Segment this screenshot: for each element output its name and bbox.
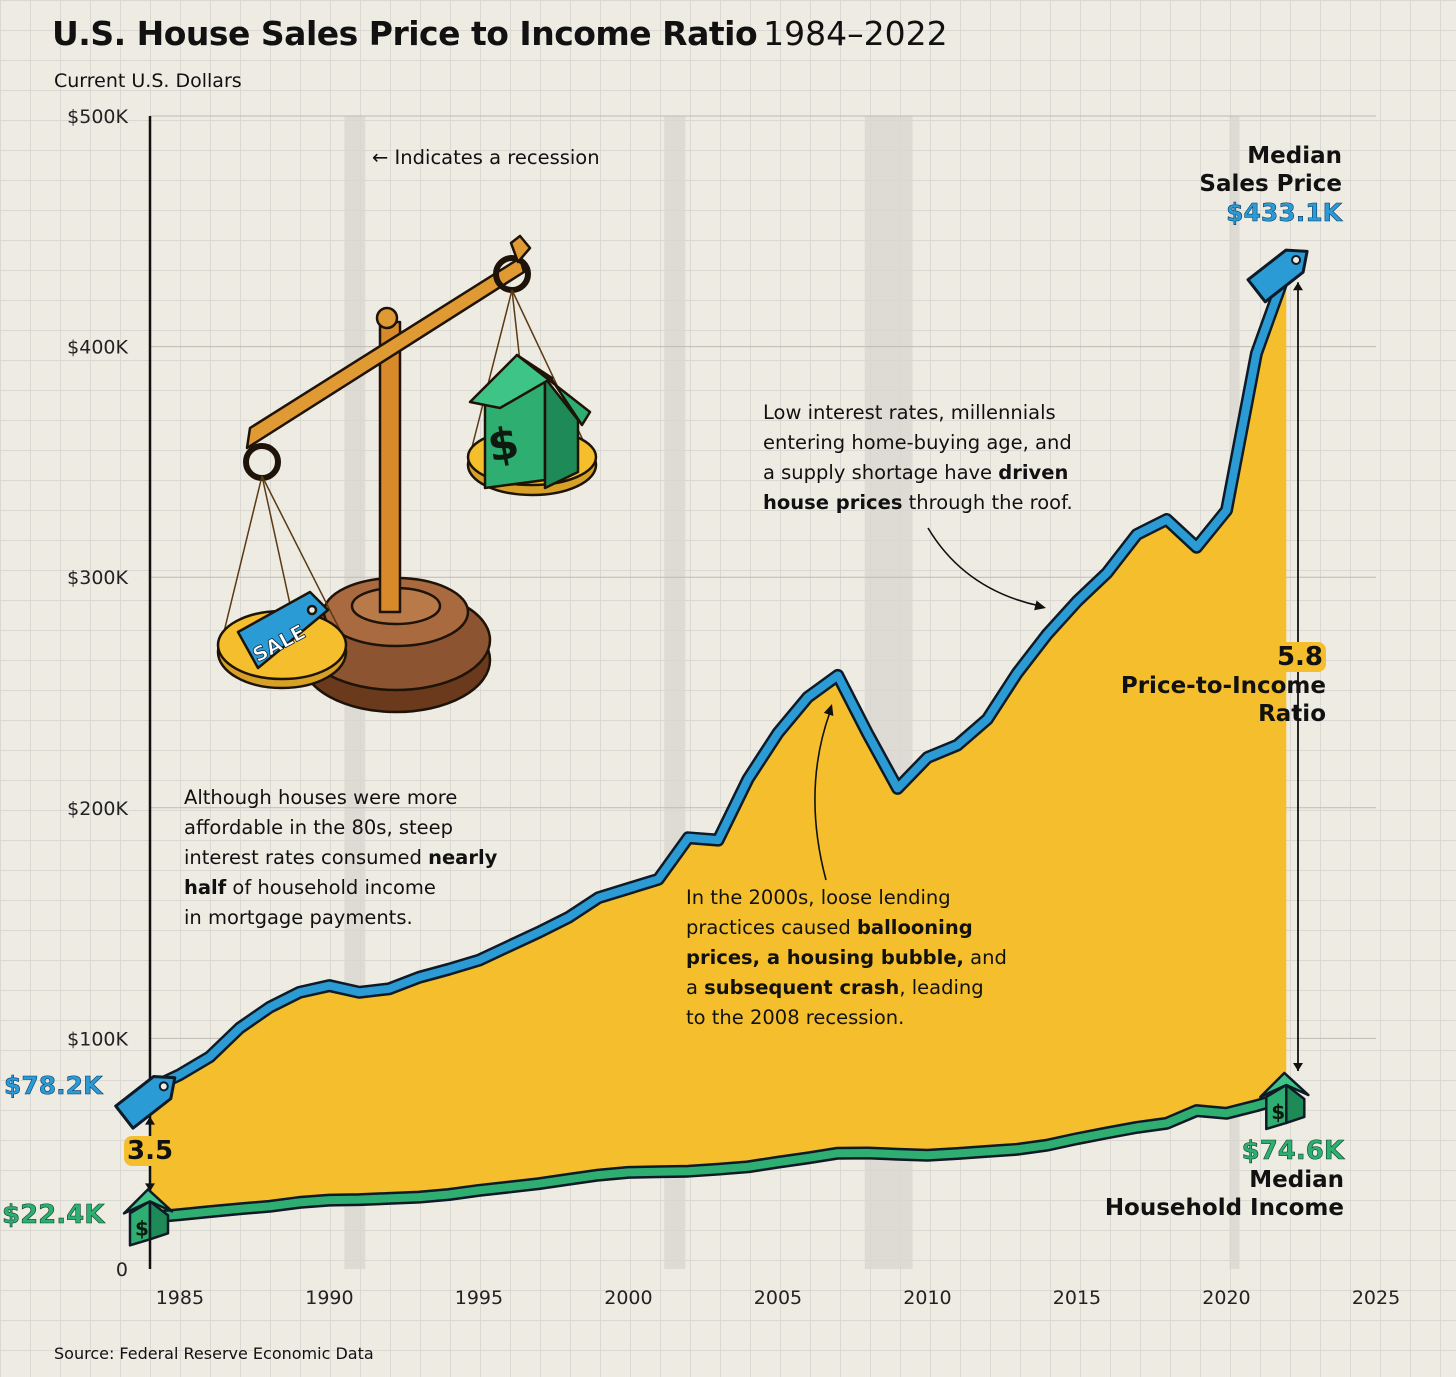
y-tick-label: $100K <box>67 1028 128 1050</box>
tag-hole <box>158 1081 169 1092</box>
tag-hole <box>1291 254 1302 265</box>
bubble-pointer-arrow <box>814 711 831 881</box>
annotation-recent-text: through the roof. <box>902 491 1073 514</box>
income-label-line: Household Income <box>1104 1195 1344 1221</box>
house-roof <box>122 1188 174 1215</box>
price-start-tag <box>114 1075 177 1130</box>
annotation-bubble-text: , leading <box>899 976 984 999</box>
annotation-bubble-line: to the 2008 recession. <box>686 1006 905 1029</box>
chart-title: U.S. House Sales Price to Income Ratio <box>52 14 758 53</box>
y-tick-label: $400K <box>67 337 128 359</box>
price-start-value: $78.2K <box>4 1071 103 1101</box>
annotation-recent-line: Low interest rates, millennials <box>763 401 1056 424</box>
annotation-eighties-line: in mortgage payments. <box>184 906 413 929</box>
income-end-house: $ <box>1259 1071 1310 1131</box>
annotation-eighties-line: Although houses were more <box>184 786 458 809</box>
house-side <box>148 1200 170 1241</box>
x-tick-label: 1990 <box>305 1287 353 1309</box>
x-tick-label: 1985 <box>156 1287 204 1309</box>
income-start-value: $22.4K <box>2 1200 105 1231</box>
annotation-bubble-bold: subsequent crash <box>704 976 900 999</box>
annotation-bubble: In the 2000s, loose lending practices ca… <box>686 883 1007 1033</box>
annotation-eighties-bold: half <box>184 876 227 899</box>
source-note: Source: Federal Reserve Economic Data <box>54 1344 374 1363</box>
ratio-start-value: 3.5 <box>124 1136 177 1166</box>
annotation-eighties: Although houses were more affordable in … <box>184 783 497 933</box>
recent-pointer-arrow <box>927 527 1041 607</box>
title-block: U.S. House Sales Price to Income Ratio 19… <box>52 14 948 53</box>
annotation-recent: Low interest rates, millennials entering… <box>763 398 1073 518</box>
x-tick-label: 1995 <box>455 1287 503 1309</box>
balance-scale-icon: $ SALE <box>216 234 598 714</box>
chart-period: 1984–2022 <box>763 14 948 53</box>
x-tick-label: 2025 <box>1352 1287 1400 1309</box>
price-label-line: Median <box>1247 143 1342 169</box>
ratio-start-label: 3.5 <box>124 1136 177 1166</box>
ratio-start-arrow-head <box>145 1116 155 1125</box>
ratio-end-arrow-head <box>1293 282 1303 291</box>
annotation-recent-line: entering home-buying age, and <box>763 431 1072 454</box>
income-line <box>146 1093 1291 1222</box>
dollar-icon: $ <box>1271 1100 1285 1124</box>
income-label-line: Median <box>1249 1167 1344 1193</box>
annotation-bubble-bold: ballooning <box>856 916 973 939</box>
house-roof <box>1259 1071 1310 1099</box>
annotation-recent-text: a supply shortage have <box>763 461 999 484</box>
x-tick-label: 2005 <box>754 1287 802 1309</box>
x-tick-label: 2015 <box>1053 1287 1101 1309</box>
recession-note-text: Indicates a recession <box>394 146 600 169</box>
price-label-line: Sales Price <box>1199 171 1342 197</box>
income-end-value: $74.6K <box>1241 1136 1344 1167</box>
annotation-eighties-line: affordable in the 80s, steep <box>184 816 454 839</box>
income-start-house: $ <box>122 1188 174 1247</box>
income-end-label: $74.6K Median Household Income <box>1105 1136 1344 1222</box>
dollar-icon: $ <box>135 1216 149 1240</box>
price-income-gap-area <box>150 270 1287 1218</box>
annotation-eighties-bold: nearly <box>428 846 498 869</box>
annotation-bubble-text: practices caused <box>686 916 857 939</box>
x-tick-label: 2000 <box>604 1287 652 1309</box>
annotation-bubble-line: In the 2000s, loose lending <box>686 886 951 909</box>
ratio-start-arrow-head <box>145 1183 155 1192</box>
chart-unit: Current U.S. Dollars <box>54 70 242 92</box>
price-end-label: Median Sales Price $433.1K <box>1199 142 1342 227</box>
arrowhead <box>1034 600 1046 611</box>
annotation-bubble-bold: prices, a housing bubble, <box>686 946 964 969</box>
y-tick-label: 0 <box>116 1259 128 1281</box>
bubble-pointer-arrow-head <box>823 704 834 717</box>
area-layer <box>143 263 1293 1224</box>
arrowhead <box>823 704 834 717</box>
annotation-recent-bold: driven <box>998 461 1069 484</box>
arrow-left-icon: ← <box>372 146 389 169</box>
ratio-end-arrow-head <box>1293 1062 1303 1071</box>
recent-pointer-arrow-head <box>1034 600 1046 611</box>
y-tick-label: $500K <box>67 106 128 128</box>
price-line <box>146 266 1291 1093</box>
y-tick-label: $300K <box>67 567 128 589</box>
ratio-label-line: Ratio <box>1258 701 1326 727</box>
x-tick-label: 2010 <box>903 1287 951 1309</box>
y-tick-label: $200K <box>67 798 128 820</box>
price-end-value: $433.1K <box>1226 198 1342 228</box>
annotation-eighties-text: of household income <box>226 876 436 899</box>
recession-note: ← Indicates a recession <box>372 143 600 173</box>
annotation-recent-bold: house prices <box>763 491 903 514</box>
house-side <box>1285 1083 1306 1125</box>
ratio-end-value: 5.8 <box>1273 642 1326 672</box>
house-icon: $ <box>468 353 592 490</box>
axes: 0 $100K $200K $300K $400K $500K 1985 1990 1995 20… <box>67 106 1400 1309</box>
markers: $$ <box>114 248 1310 1247</box>
annotation-bubble-text: and <box>963 946 1007 969</box>
x-tick-label: 2020 <box>1202 1287 1250 1309</box>
annotation-eighties-text: interest rates consumed <box>184 846 429 869</box>
ratio-label-line: Price-to-Income <box>1120 673 1326 699</box>
price-end-tag <box>1246 248 1309 304</box>
annotation-bubble-text: a <box>686 976 705 999</box>
ratio-end-label: 5.8 Price-to-Income Ratio <box>1121 642 1326 728</box>
